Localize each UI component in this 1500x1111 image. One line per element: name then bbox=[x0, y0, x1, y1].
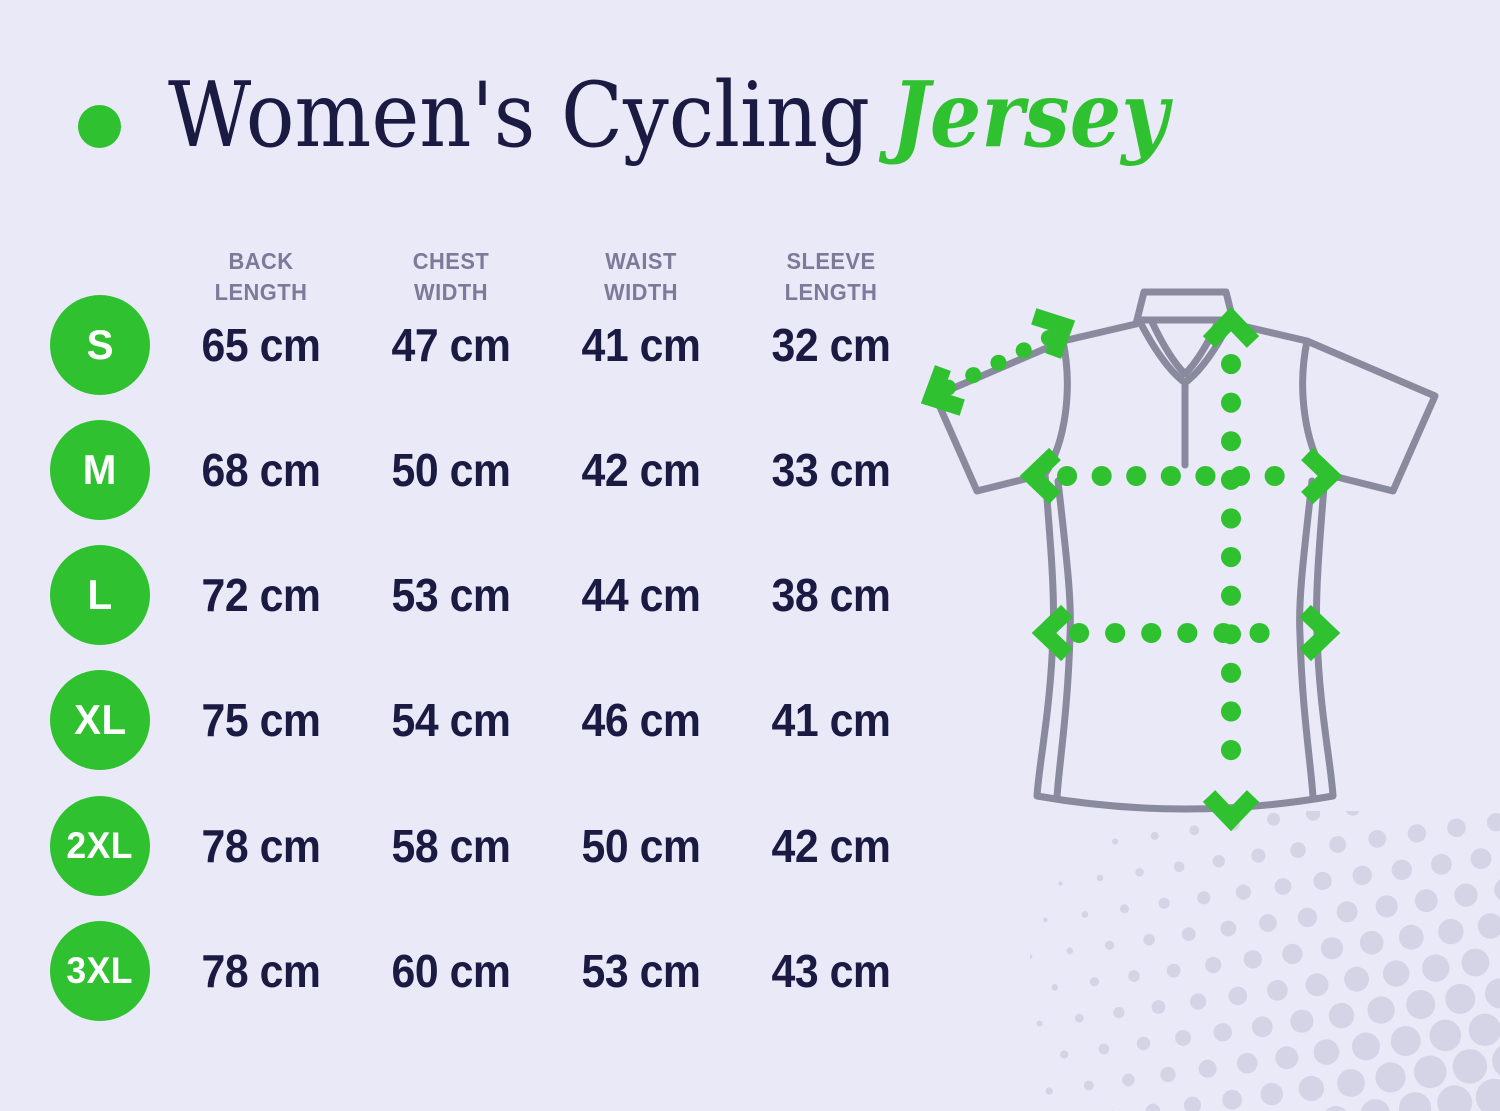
arrow-up-right-icon bbox=[1031, 308, 1076, 359]
table-row: 3XL 78 cm 60 cm 53 cm 43 cm bbox=[0, 921, 930, 1021]
jersey-body-path bbox=[931, 320, 1439, 813]
cell-chest-width: 53 cm bbox=[391, 569, 511, 621]
sleeve-length-line bbox=[939, 330, 1057, 396]
size-badge: L bbox=[50, 545, 150, 645]
cell-back-length: 75 cm bbox=[201, 694, 321, 746]
size-badge: 3XL bbox=[50, 921, 150, 1021]
cell-waist-width: 53 cm bbox=[581, 945, 701, 997]
column-header-chest-width: CHEST WIDTH bbox=[412, 248, 490, 306]
cell-waist-width: 42 cm bbox=[581, 444, 701, 496]
title-bullet-icon bbox=[78, 105, 121, 148]
table-row: 2XL 78 cm 58 cm 50 cm 42 cm bbox=[0, 796, 930, 896]
cell-waist-width: 41 cm bbox=[581, 319, 701, 371]
arrow-right-icon bbox=[1301, 447, 1343, 505]
cell-back-length: 68 cm bbox=[201, 444, 321, 496]
size-badge: S bbox=[50, 295, 150, 395]
cell-chest-width: 50 cm bbox=[391, 444, 511, 496]
cell-sleeve-length: 32 cm bbox=[771, 319, 891, 371]
cell-back-length: 65 cm bbox=[201, 319, 321, 371]
cell-sleeve-length: 38 cm bbox=[771, 569, 891, 621]
page-title: Women's Cycling Jersey bbox=[168, 70, 1168, 161]
table-row: M 68 cm 50 cm 42 cm 33 cm bbox=[0, 420, 930, 520]
measurement-lines bbox=[920, 306, 1343, 832]
cell-sleeve-length: 43 cm bbox=[771, 945, 891, 997]
jersey-outline bbox=[931, 288, 1439, 813]
jersey-measurement-diagram bbox=[920, 288, 1439, 832]
size-badge: 2XL bbox=[50, 796, 150, 896]
cell-sleeve-length: 42 cm bbox=[771, 820, 891, 872]
table-row: XL 75 cm 54 cm 46 cm 41 cm bbox=[0, 670, 930, 770]
cell-waist-width: 50 cm bbox=[581, 820, 701, 872]
cell-back-length: 78 cm bbox=[201, 820, 321, 872]
size-label: 3XL bbox=[66, 950, 134, 991]
cell-chest-width: 47 cm bbox=[391, 319, 511, 371]
arrow-right-icon bbox=[1299, 604, 1341, 662]
title-text: Women's Cycling bbox=[168, 63, 870, 168]
halftone-pattern bbox=[1030, 811, 1500, 1111]
column-header-sleeve-length: SLEEVE LENGTH bbox=[784, 248, 878, 306]
cell-back-length: 72 cm bbox=[201, 569, 321, 621]
table-row: S 65 cm 47 cm 41 cm 32 cm bbox=[0, 295, 930, 395]
cell-waist-width: 46 cm bbox=[581, 694, 701, 746]
cell-chest-width: 58 cm bbox=[391, 820, 511, 872]
collar-fold-left bbox=[1148, 318, 1189, 378]
size-label: M bbox=[82, 446, 118, 493]
cell-sleeve-length: 41 cm bbox=[771, 694, 891, 746]
cell-chest-width: 54 cm bbox=[391, 694, 511, 746]
size-badge: M bbox=[50, 420, 150, 520]
arrow-left-icon bbox=[1019, 447, 1061, 505]
right-panel-line bbox=[1296, 477, 1317, 801]
column-headers: BACK LENGTH CHEST WIDTH WAIST WIDTH SLEE… bbox=[166, 246, 926, 308]
cell-back-length: 78 cm bbox=[201, 945, 321, 997]
size-label: 2XL bbox=[66, 825, 134, 866]
cell-sleeve-length: 33 cm bbox=[771, 444, 891, 496]
arrow-up-icon bbox=[1202, 306, 1260, 348]
cell-waist-width: 44 cm bbox=[581, 569, 701, 621]
size-label: XL bbox=[73, 696, 127, 743]
collar-v-left bbox=[1136, 318, 1188, 386]
arrow-down-icon bbox=[1202, 790, 1260, 832]
size-label: L bbox=[87, 571, 113, 618]
cell-chest-width: 60 cm bbox=[391, 945, 511, 997]
column-header-back-length: BACK LENGTH bbox=[214, 248, 308, 306]
title-highlight: Jersey bbox=[891, 62, 1169, 168]
table-row: L 72 cm 53 cm 44 cm 38 cm bbox=[0, 545, 930, 645]
arrow-left-icon bbox=[1031, 604, 1073, 662]
column-header-waist-width: WAIST WIDTH bbox=[604, 248, 678, 306]
arrow-down-left-icon bbox=[920, 365, 965, 416]
size-label: S bbox=[86, 321, 114, 368]
size-badge: XL bbox=[50, 670, 150, 770]
